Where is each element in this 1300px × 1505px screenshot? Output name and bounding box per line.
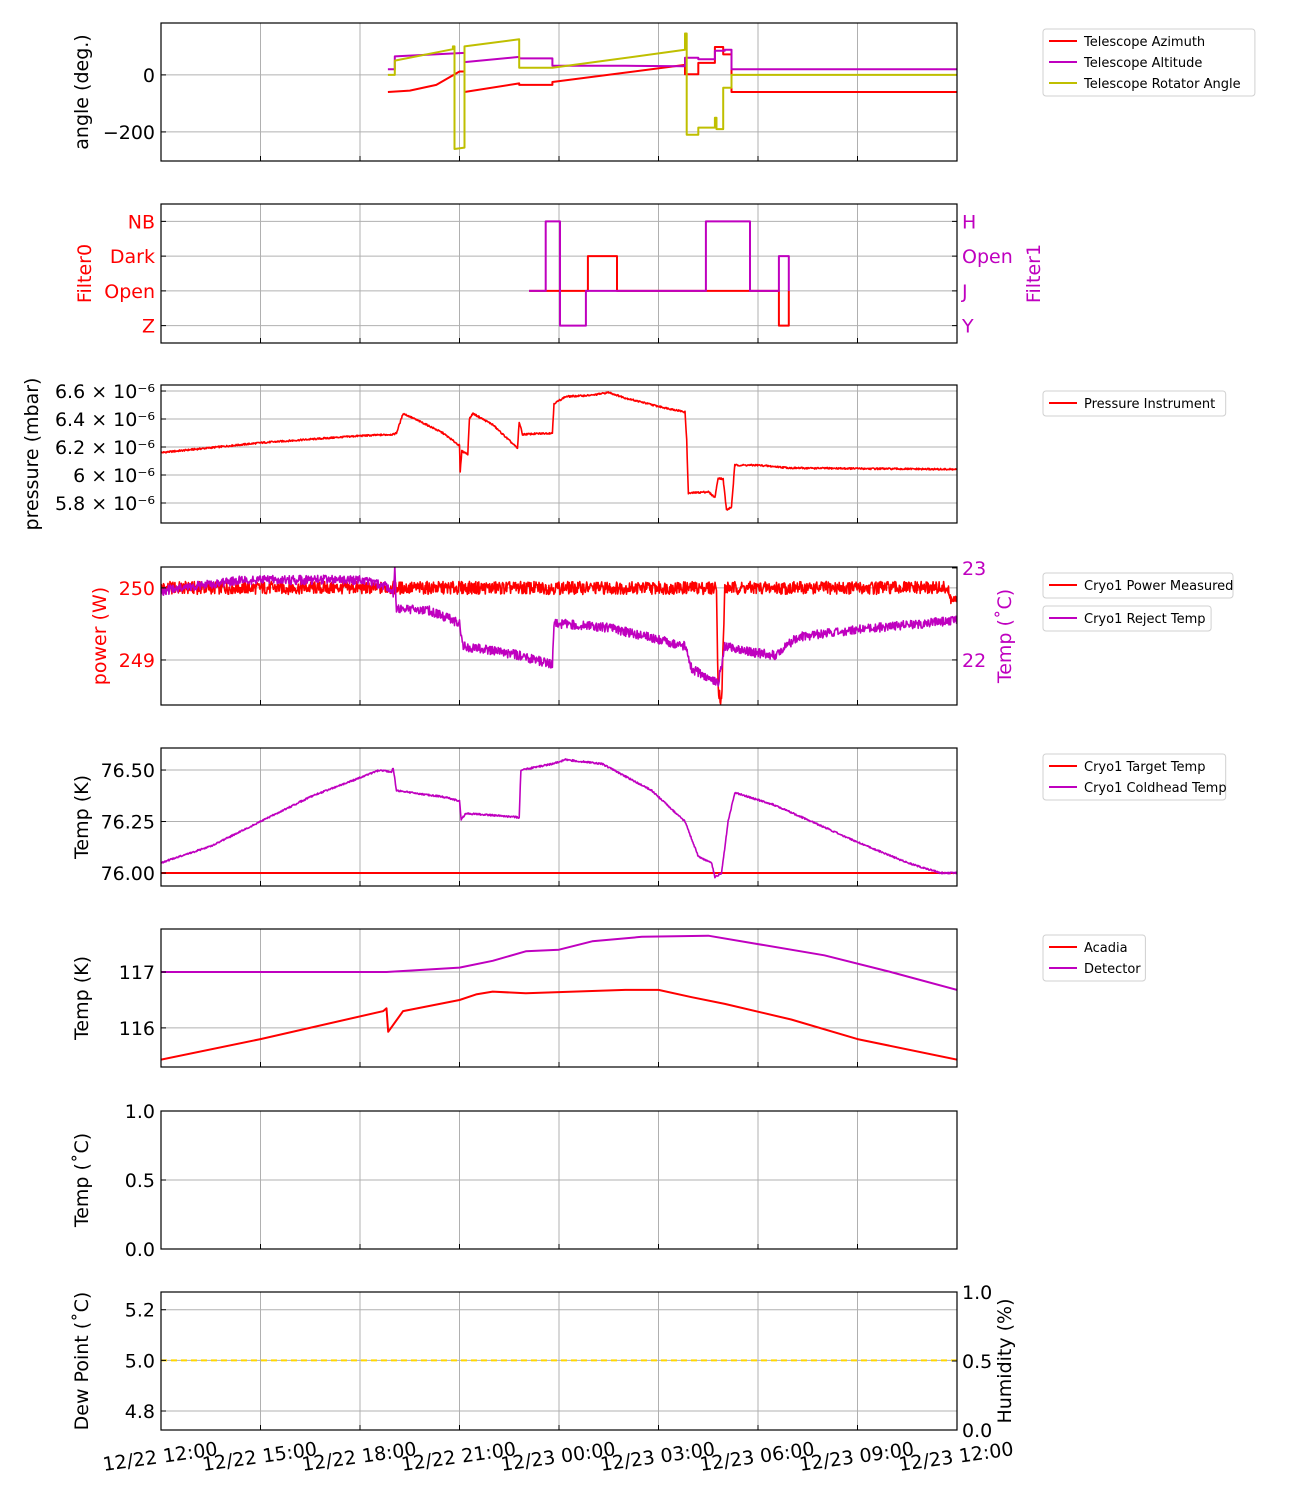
x-tick-label: 12/23 12:00 [897,1438,1014,1476]
y-axis-label: angle (deg.) [71,34,93,149]
panel-5: 76.00 76.25 76.50 Temp (K) Cryo1 Target Temp… [71,747,1227,887]
series-line-telescope-rotator-angle [387,32,957,150]
y-tick-label: 6.2 × 10⁻⁶ [55,437,155,459]
legend-label: Cryo1 Reject Temp [1084,612,1206,627]
y-right-tick-label: 1.0 [962,1282,992,1304]
series-line-cryo1-power-measured [161,580,957,705]
y-axis-label-right: Filter1 [1023,244,1045,303]
legend: Cryo1 Reject Temp [1042,605,1212,632]
series-line-cryo1-reject-temp [161,567,957,687]
y-tick-label: 6 × 10⁻⁶ [73,465,155,487]
legend-box [1042,753,1227,801]
series-line-detector [161,934,957,991]
y-tick-label: 250 [119,578,155,600]
series-line-filter1 [529,220,790,327]
y-right-tick-label: Open [962,246,1013,268]
legend-label: Telescope Altitude [1083,56,1202,71]
panel-6: 116 117 Temp (K) Acadia Detector [71,928,1146,1068]
y-axis-label: Temp (K) [71,775,93,860]
y-axis-label: Filter0 [74,244,96,303]
legend-box [1042,605,1212,632]
panel-8: 4.8 5.0 5.2 0.0 0.5 1.0 Dew Point (˚C) Humidity… [71,1282,1016,1442]
series-line-cryo1-coldhead-temp [161,758,957,879]
y-tick-label: 76.50 [101,760,155,782]
y-tick-label: 0.0 [125,1239,155,1261]
series-line-pressure-instrument [161,391,957,511]
y-tick-label: 6.4 × 10⁻⁶ [55,409,155,431]
y-axis-label-right: Humidity (%) [994,1298,1016,1423]
legend-label: Telescope Azimuth [1083,35,1205,50]
y-axis-label: pressure (mbar) [21,378,43,531]
legend-box [1042,28,1256,97]
y-right-tick-label: 23 [962,558,986,580]
panel-4: 249 250 22 23 power (W) Temp (˚C) Cryo1 Power … [89,558,1234,706]
y-axis-label: power (W) [89,587,111,685]
y-right-tick-label: 0.0 [962,1420,992,1442]
y-axis-label-right: Temp (˚C) [994,589,1016,684]
legend-box [1042,572,1234,599]
y-tick-label: 5.0 [125,1350,155,1372]
legend-label: Cryo1 Power Measured [1084,579,1233,594]
y-right-tick-label: J [961,281,968,303]
y-tick-label: 0.5 [125,1170,155,1192]
y-right-tick-label: Y [961,316,974,338]
y-right-tick-label: 22 [962,650,986,672]
y-tick-label: −200 [103,122,155,144]
panel-3: 5.8 × 10⁻⁶ 6 × 10⁻⁶ 6.2 × 10⁻⁶ 6.4 × 10⁻⁶ 6.… [21,378,1227,531]
y-tick-label: 5.2 [125,1300,155,1322]
y-tick-label: NB [128,211,155,233]
legend: Acadia Detector [1042,934,1146,982]
legend-box [1042,390,1227,417]
y-tick-label: 5.8 × 10⁻⁶ [55,493,155,515]
panel-7: 0.0 0.5 1.0 Temp (˚C) [71,1101,958,1261]
legend: Pressure Instrument [1042,390,1227,417]
y-tick-label: 4.8 [125,1401,155,1423]
panel-2: Z Open Dark NB YJ Open H Filter0 Filter1 [74,203,1045,344]
y-tick-label: 249 [119,650,155,672]
legend-label: Acadia [1084,941,1128,956]
legend: Cryo1 Power Measured [1042,572,1234,599]
y-tick-label: 117 [119,962,155,984]
legend-label: Pressure Instrument [1084,397,1215,412]
legend-label: Detector [1084,962,1141,977]
legend: Cryo1 Target Temp Cryo1 Coldhead Temp [1042,753,1227,801]
y-axis-label: Temp (K) [71,956,93,1041]
y-tick-label: Z [142,316,155,338]
legend-label: Cryo1 Target Temp [1084,760,1205,775]
y-axis-label: Temp (˚C) [71,1133,93,1228]
y-tick-label: 1.0 [125,1101,155,1123]
y-axis-label: Dew Point (˚C) [71,1292,93,1431]
series-line-telescope-altitude [387,48,957,71]
series-line-acadia [161,988,957,1061]
legend-label: Cryo1 Coldhead Temp [1084,781,1227,796]
y-tick-label: 116 [119,1018,155,1040]
y-tick-label: 0 [143,65,155,87]
y-tick-label: 6.6 × 10⁻⁶ [55,381,155,403]
legend: Telescope Azimuth Telescope Altitude Teles… [1042,28,1256,97]
y-right-tick-label: H [962,211,976,233]
y-tick-label: 76.25 [101,812,155,834]
y-tick-label: Dark [110,246,155,268]
legend-label: Telescope Rotator Angle [1083,77,1241,92]
y-right-tick-label: 0.5 [962,1351,992,1373]
y-tick-label: 76.00 [101,863,155,885]
y-tick-label: Open [104,281,155,303]
